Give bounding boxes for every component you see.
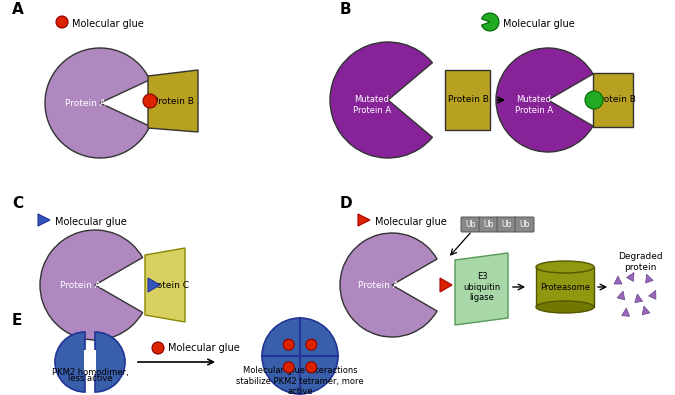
Wedge shape xyxy=(262,318,300,356)
Wedge shape xyxy=(481,13,499,31)
Ellipse shape xyxy=(536,301,594,313)
Polygon shape xyxy=(440,278,452,292)
Wedge shape xyxy=(45,48,150,158)
Wedge shape xyxy=(330,42,433,158)
Polygon shape xyxy=(38,214,50,226)
Circle shape xyxy=(306,362,317,373)
Polygon shape xyxy=(614,276,622,284)
Text: E3
ubiquitin
ligase: E3 ubiquitin ligase xyxy=(463,272,501,302)
FancyBboxPatch shape xyxy=(497,217,516,232)
Circle shape xyxy=(585,91,603,109)
Wedge shape xyxy=(496,48,593,152)
Text: Molecular glue: Molecular glue xyxy=(375,217,447,227)
Polygon shape xyxy=(634,294,643,303)
Text: Proteasome: Proteasome xyxy=(540,282,590,292)
Circle shape xyxy=(143,94,157,108)
Text: Protein C: Protein C xyxy=(148,280,188,290)
FancyBboxPatch shape xyxy=(461,217,480,232)
Text: Protein A: Protein A xyxy=(358,280,398,290)
Polygon shape xyxy=(645,274,653,283)
Circle shape xyxy=(284,339,294,350)
Wedge shape xyxy=(262,356,300,394)
Text: Protein B: Protein B xyxy=(448,96,489,105)
Text: PKM2 homodimer,: PKM2 homodimer, xyxy=(51,368,128,377)
Text: Molecular glue: Molecular glue xyxy=(168,343,240,353)
Text: Ub: Ub xyxy=(483,220,493,229)
Text: Molecular glue: Molecular glue xyxy=(55,217,127,227)
Polygon shape xyxy=(445,70,490,130)
Polygon shape xyxy=(148,278,160,292)
Polygon shape xyxy=(642,306,650,315)
Text: Mutated
Protein A: Mutated Protein A xyxy=(353,95,391,115)
Text: Ub: Ub xyxy=(519,220,530,229)
Wedge shape xyxy=(340,233,437,337)
Text: less active: less active xyxy=(68,374,112,383)
FancyBboxPatch shape xyxy=(479,217,498,232)
Wedge shape xyxy=(300,356,338,394)
Wedge shape xyxy=(55,332,85,392)
Text: Ub: Ub xyxy=(465,220,476,229)
FancyBboxPatch shape xyxy=(515,217,534,232)
Wedge shape xyxy=(40,230,142,340)
Polygon shape xyxy=(649,290,656,299)
Text: Protein A: Protein A xyxy=(59,280,101,290)
Text: Molecular glue interactions
stabilize PKM2 tetramer, more
active: Molecular glue interactions stabilize PK… xyxy=(236,366,364,395)
Text: Protein A: Protein A xyxy=(65,98,105,107)
Polygon shape xyxy=(617,291,625,300)
Text: Protein B: Protein B xyxy=(595,96,635,105)
Text: Molecular glue: Molecular glue xyxy=(503,19,574,29)
Polygon shape xyxy=(148,70,198,132)
Text: Ub: Ub xyxy=(502,220,512,229)
Polygon shape xyxy=(622,308,630,316)
Text: A: A xyxy=(12,2,24,17)
Circle shape xyxy=(284,362,294,373)
Text: Molecular glue: Molecular glue xyxy=(72,19,144,29)
Circle shape xyxy=(56,16,68,28)
Circle shape xyxy=(152,342,164,354)
Text: Degraded
protein: Degraded protein xyxy=(618,252,662,272)
Bar xyxy=(84,350,96,374)
Polygon shape xyxy=(626,273,634,282)
Polygon shape xyxy=(455,253,508,325)
Text: E: E xyxy=(12,313,22,328)
Text: D: D xyxy=(340,196,352,211)
Text: C: C xyxy=(12,196,23,211)
Polygon shape xyxy=(593,73,633,127)
Text: Mutated
Protein A: Mutated Protein A xyxy=(515,95,553,115)
FancyBboxPatch shape xyxy=(536,267,594,307)
Ellipse shape xyxy=(536,261,594,273)
Polygon shape xyxy=(145,248,185,322)
Polygon shape xyxy=(358,214,370,226)
Text: B: B xyxy=(340,2,352,17)
Text: Protein B: Protein B xyxy=(153,96,194,105)
Circle shape xyxy=(306,339,317,350)
Wedge shape xyxy=(95,332,125,392)
Wedge shape xyxy=(300,318,338,356)
